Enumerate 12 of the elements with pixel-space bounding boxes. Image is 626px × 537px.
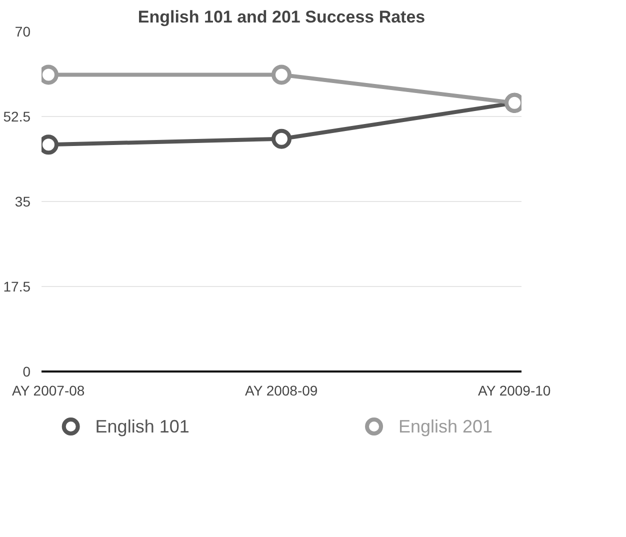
y-tick-label: 17.5 <box>3 278 31 294</box>
legend-label: English 201 <box>398 416 493 436</box>
y-tick-label: 70 <box>14 24 31 40</box>
point <box>272 128 292 149</box>
y-tick-label: 35 <box>14 194 31 210</box>
x-tick-label: AY 2008-09 <box>245 382 318 398</box>
y-tick-label: 0 <box>22 364 31 380</box>
chart-title: English 101 and 201 Success Rates <box>138 8 426 26</box>
legend-label: English 101 <box>95 416 190 436</box>
x-tick-label: AY 2007-08 <box>12 382 85 398</box>
y-tick-label: 52.5 <box>3 108 31 124</box>
x-tick-label: AY 2009-10 <box>478 382 551 398</box>
